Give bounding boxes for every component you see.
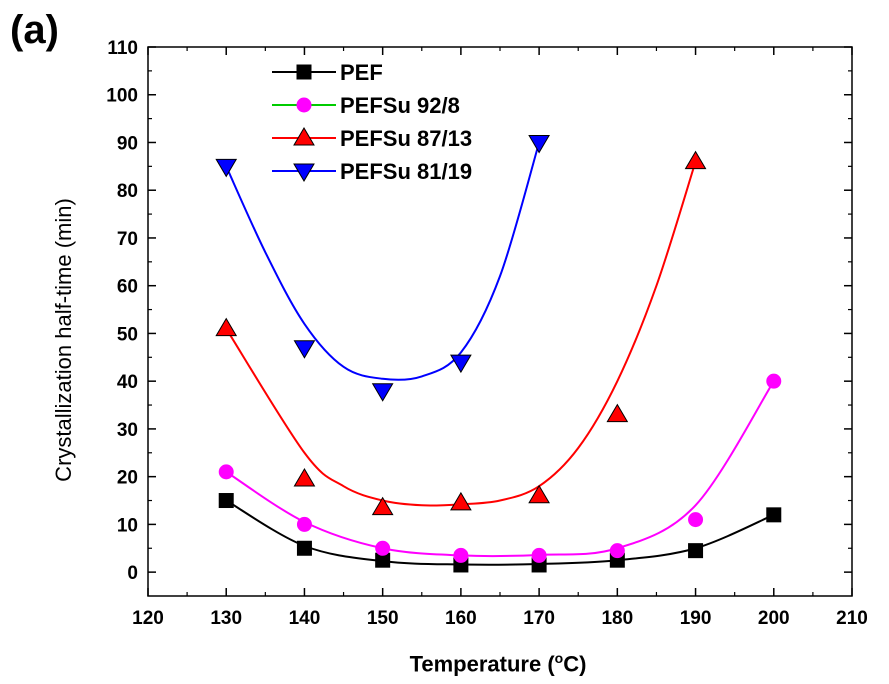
fit-curve-pefsu-87-13 [225, 161, 697, 507]
point-pefsu-81-19 [293, 340, 316, 359]
x-tick-label: 130 [210, 608, 242, 629]
x-axis-label: Temperature (oC) [410, 650, 587, 677]
point-pefsu-92-8 [766, 373, 782, 389]
point-pefsu-81-19 [371, 383, 394, 402]
axes: 120 130 140 150 160 170 180 190 200 210 0 10 20 30 40 5… [106, 38, 868, 629]
point-pefsu-87-13 [684, 150, 707, 170]
legend: PEF PEFSu 92/8 PEFSu 87/13 PEFSu 81/19 [272, 60, 472, 184]
point-pefsu-92-8 [296, 516, 312, 532]
y-tick-label: 10 [117, 515, 138, 536]
point-pef [766, 507, 782, 523]
y-tick-label: 50 [117, 324, 138, 345]
x-tick-label: 170 [523, 608, 555, 629]
legend-marker-pef [296, 64, 312, 80]
point-pefsu-92-8 [218, 464, 234, 480]
legend-label-pefsu-92-8: PEFSu 92/8 [340, 93, 460, 118]
point-pefsu-87-13 [293, 468, 316, 487]
x-tick-label: 150 [367, 608, 399, 629]
legend-label-pefsu-87-13: PEFSu 87/13 [340, 126, 472, 151]
y-tick-label: 0 [127, 563, 138, 584]
x-tick-label: 210 [836, 608, 868, 629]
x-tick-label: 180 [601, 608, 633, 629]
y-tick-label: 60 [117, 277, 138, 298]
point-pefsu-92-8 [688, 512, 704, 528]
y-tick-label: 20 [117, 468, 138, 489]
y-tick-label: 100 [106, 86, 138, 107]
legend-marker-pefsu-92-8 [296, 97, 312, 113]
y-axis-label: Crystallization half-time (min) [51, 198, 76, 482]
data-markers [215, 134, 782, 573]
legend-label-pef: PEF [340, 60, 383, 85]
point-pefsu-87-13 [450, 491, 472, 511]
legend-marker-pefsu-81-19 [293, 163, 315, 182]
plot-frame [147, 46, 853, 597]
fit-curve-pefsu-92-8 [225, 380, 775, 558]
y-tick-label: 80 [117, 181, 138, 202]
x-tick-label: 140 [289, 608, 321, 629]
x-axis-label-main: Temperature ( [409, 651, 555, 677]
y-tick-label: 90 [117, 133, 138, 154]
point-pefsu-87-13 [215, 317, 238, 337]
point-pefsu-92-8 [609, 543, 625, 559]
fit-curve-pefsu-81-19 [225, 142, 541, 381]
point-pefsu-81-19 [528, 134, 550, 154]
point-pefsu-81-19 [215, 158, 238, 178]
y-tick-label: 40 [117, 372, 138, 393]
legend-marker-pefsu-87-13 [293, 127, 315, 146]
y-tick-label: 70 [117, 229, 138, 250]
x-tick-label: 160 [445, 608, 477, 629]
x-axis-label-unit: C) [563, 651, 587, 677]
point-pef [296, 540, 312, 556]
point-pefsu-92-8 [531, 547, 547, 563]
x-tick-label: 200 [758, 608, 790, 629]
point-pef [218, 493, 234, 509]
panel-label: (a) [10, 8, 59, 52]
fit-curves [225, 142, 775, 566]
point-pefsu-92-8 [453, 547, 469, 563]
y-tick-label: 110 [107, 38, 138, 59]
x-tick-label: 120 [132, 608, 164, 629]
point-pefsu-87-13 [606, 403, 629, 423]
y-tick-label: 30 [117, 420, 138, 441]
point-pefsu-92-8 [375, 540, 391, 556]
point-pefsu-81-19 [450, 354, 472, 374]
point-pefsu-87-13 [528, 484, 550, 504]
point-pefsu-87-13 [371, 496, 394, 516]
point-pef [688, 543, 704, 559]
legend-label-pefsu-81-19: PEFSu 81/19 [340, 159, 472, 184]
x-tick-label: 190 [680, 608, 712, 629]
x-axis-label-degree: o [554, 650, 564, 666]
